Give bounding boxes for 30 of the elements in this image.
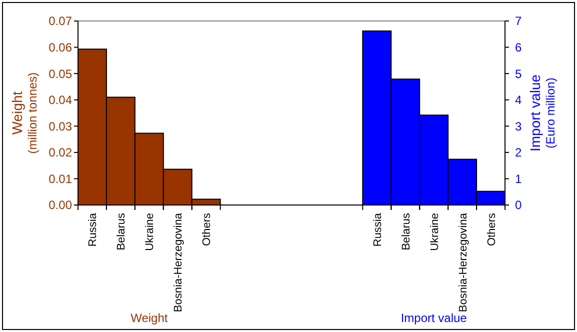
x-tick-label: Russia xyxy=(87,212,100,247)
x-tick-label: Ukraine xyxy=(428,213,441,251)
y-axis-title: Weight (million tonnes) xyxy=(9,72,40,154)
y-tick-label: 0.00 xyxy=(48,198,72,212)
y2-tick-label: 6 xyxy=(515,40,522,54)
y-tick-label: 0.06 xyxy=(48,40,72,54)
x-tick-label: Others xyxy=(486,212,498,246)
x-tick-label: Ukraine xyxy=(144,213,156,251)
y-tick-label: 0.03 xyxy=(48,119,72,134)
x-tick-label: Bosnia-Herzegovina xyxy=(457,212,470,312)
y2-tick-label: 0 xyxy=(515,198,522,212)
y2-tick-label: 5 xyxy=(515,66,522,81)
y-tick-label: 0.07 xyxy=(48,14,72,28)
x-tick-label: Belarus xyxy=(116,212,128,250)
y-tick-label: 0.05 xyxy=(48,66,72,81)
x-tick-label: Others xyxy=(201,212,214,246)
x-tick-label: Bosnia-Herzegovina xyxy=(172,212,185,312)
y2-axis-title: Import value (Euro million) xyxy=(527,74,558,152)
y-tick-label: 0.01 xyxy=(48,172,72,186)
y2-tick-label: 3 xyxy=(515,119,522,134)
text: Weight xyxy=(130,311,168,325)
y-tick-label: 0.02 xyxy=(48,146,72,160)
text: Import value xyxy=(400,311,468,325)
y2-tick-label: 7 xyxy=(515,14,522,28)
y2-tick-label: 2 xyxy=(515,146,522,160)
x-tick-label: Russia xyxy=(372,212,384,247)
x-tick-label: Belarus xyxy=(400,212,412,250)
y-tick-label: 0.04 xyxy=(48,93,72,108)
y2-tick-label: 4 xyxy=(515,93,522,108)
y2-tick-label: 1 xyxy=(515,172,522,186)
